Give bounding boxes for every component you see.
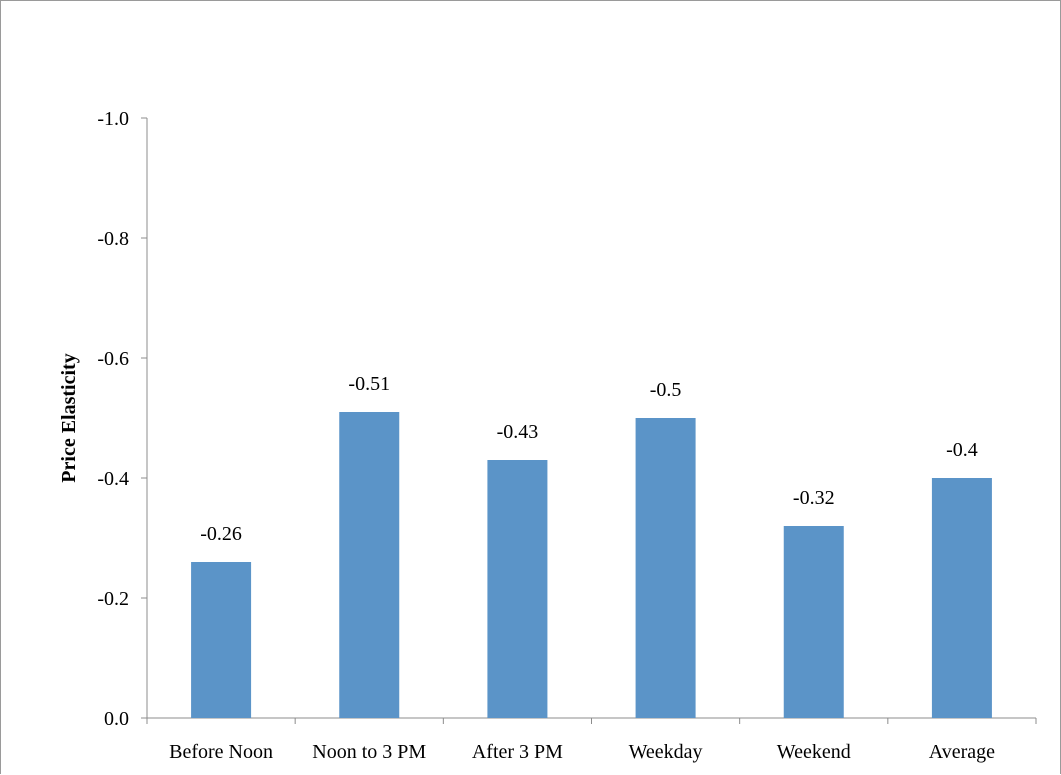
bars bbox=[191, 412, 992, 718]
y-axis: 0.0 -0.2 -0.4 -0.6 -0.8 -1.0 bbox=[97, 108, 148, 730]
x-axis bbox=[146, 717, 1037, 724]
bar bbox=[339, 412, 400, 718]
y-tick-label: -1.0 bbox=[97, 108, 129, 130]
data-label: -0.5 bbox=[650, 379, 682, 401]
data-label: -0.4 bbox=[946, 439, 978, 461]
y-tick-label: -0.4 bbox=[97, 468, 129, 490]
category-label: Weekend bbox=[777, 741, 851, 763]
data-labels: -0.26 -0.51 -0.43 -0.5 -0.32 -0.4 bbox=[200, 373, 978, 545]
data-label: -0.43 bbox=[497, 421, 539, 443]
bar bbox=[931, 478, 992, 718]
category-label: Weekday bbox=[629, 741, 703, 763]
bar bbox=[487, 460, 548, 718]
data-label: -0.51 bbox=[348, 373, 390, 395]
y-tick-label: -0.2 bbox=[97, 588, 129, 610]
y-tick-label: -0.6 bbox=[97, 348, 129, 370]
category-labels: Before Noon Noon to 3 PM After 3 PM Weekday… bbox=[169, 741, 995, 763]
category-label: Average bbox=[929, 741, 995, 763]
data-label: -0.32 bbox=[793, 487, 835, 509]
bar bbox=[635, 418, 696, 718]
bar bbox=[783, 526, 844, 718]
data-label: -0.26 bbox=[200, 523, 242, 545]
y-tick-label: 0.0 bbox=[104, 708, 129, 730]
category-label: Before Noon bbox=[169, 741, 273, 763]
bar bbox=[191, 562, 252, 718]
y-tick-label: -0.8 bbox=[97, 228, 129, 250]
y-axis-title: Price Elasticity bbox=[58, 353, 80, 482]
category-label: Noon to 3 PM bbox=[312, 741, 426, 763]
category-label: After 3 PM bbox=[472, 741, 563, 763]
